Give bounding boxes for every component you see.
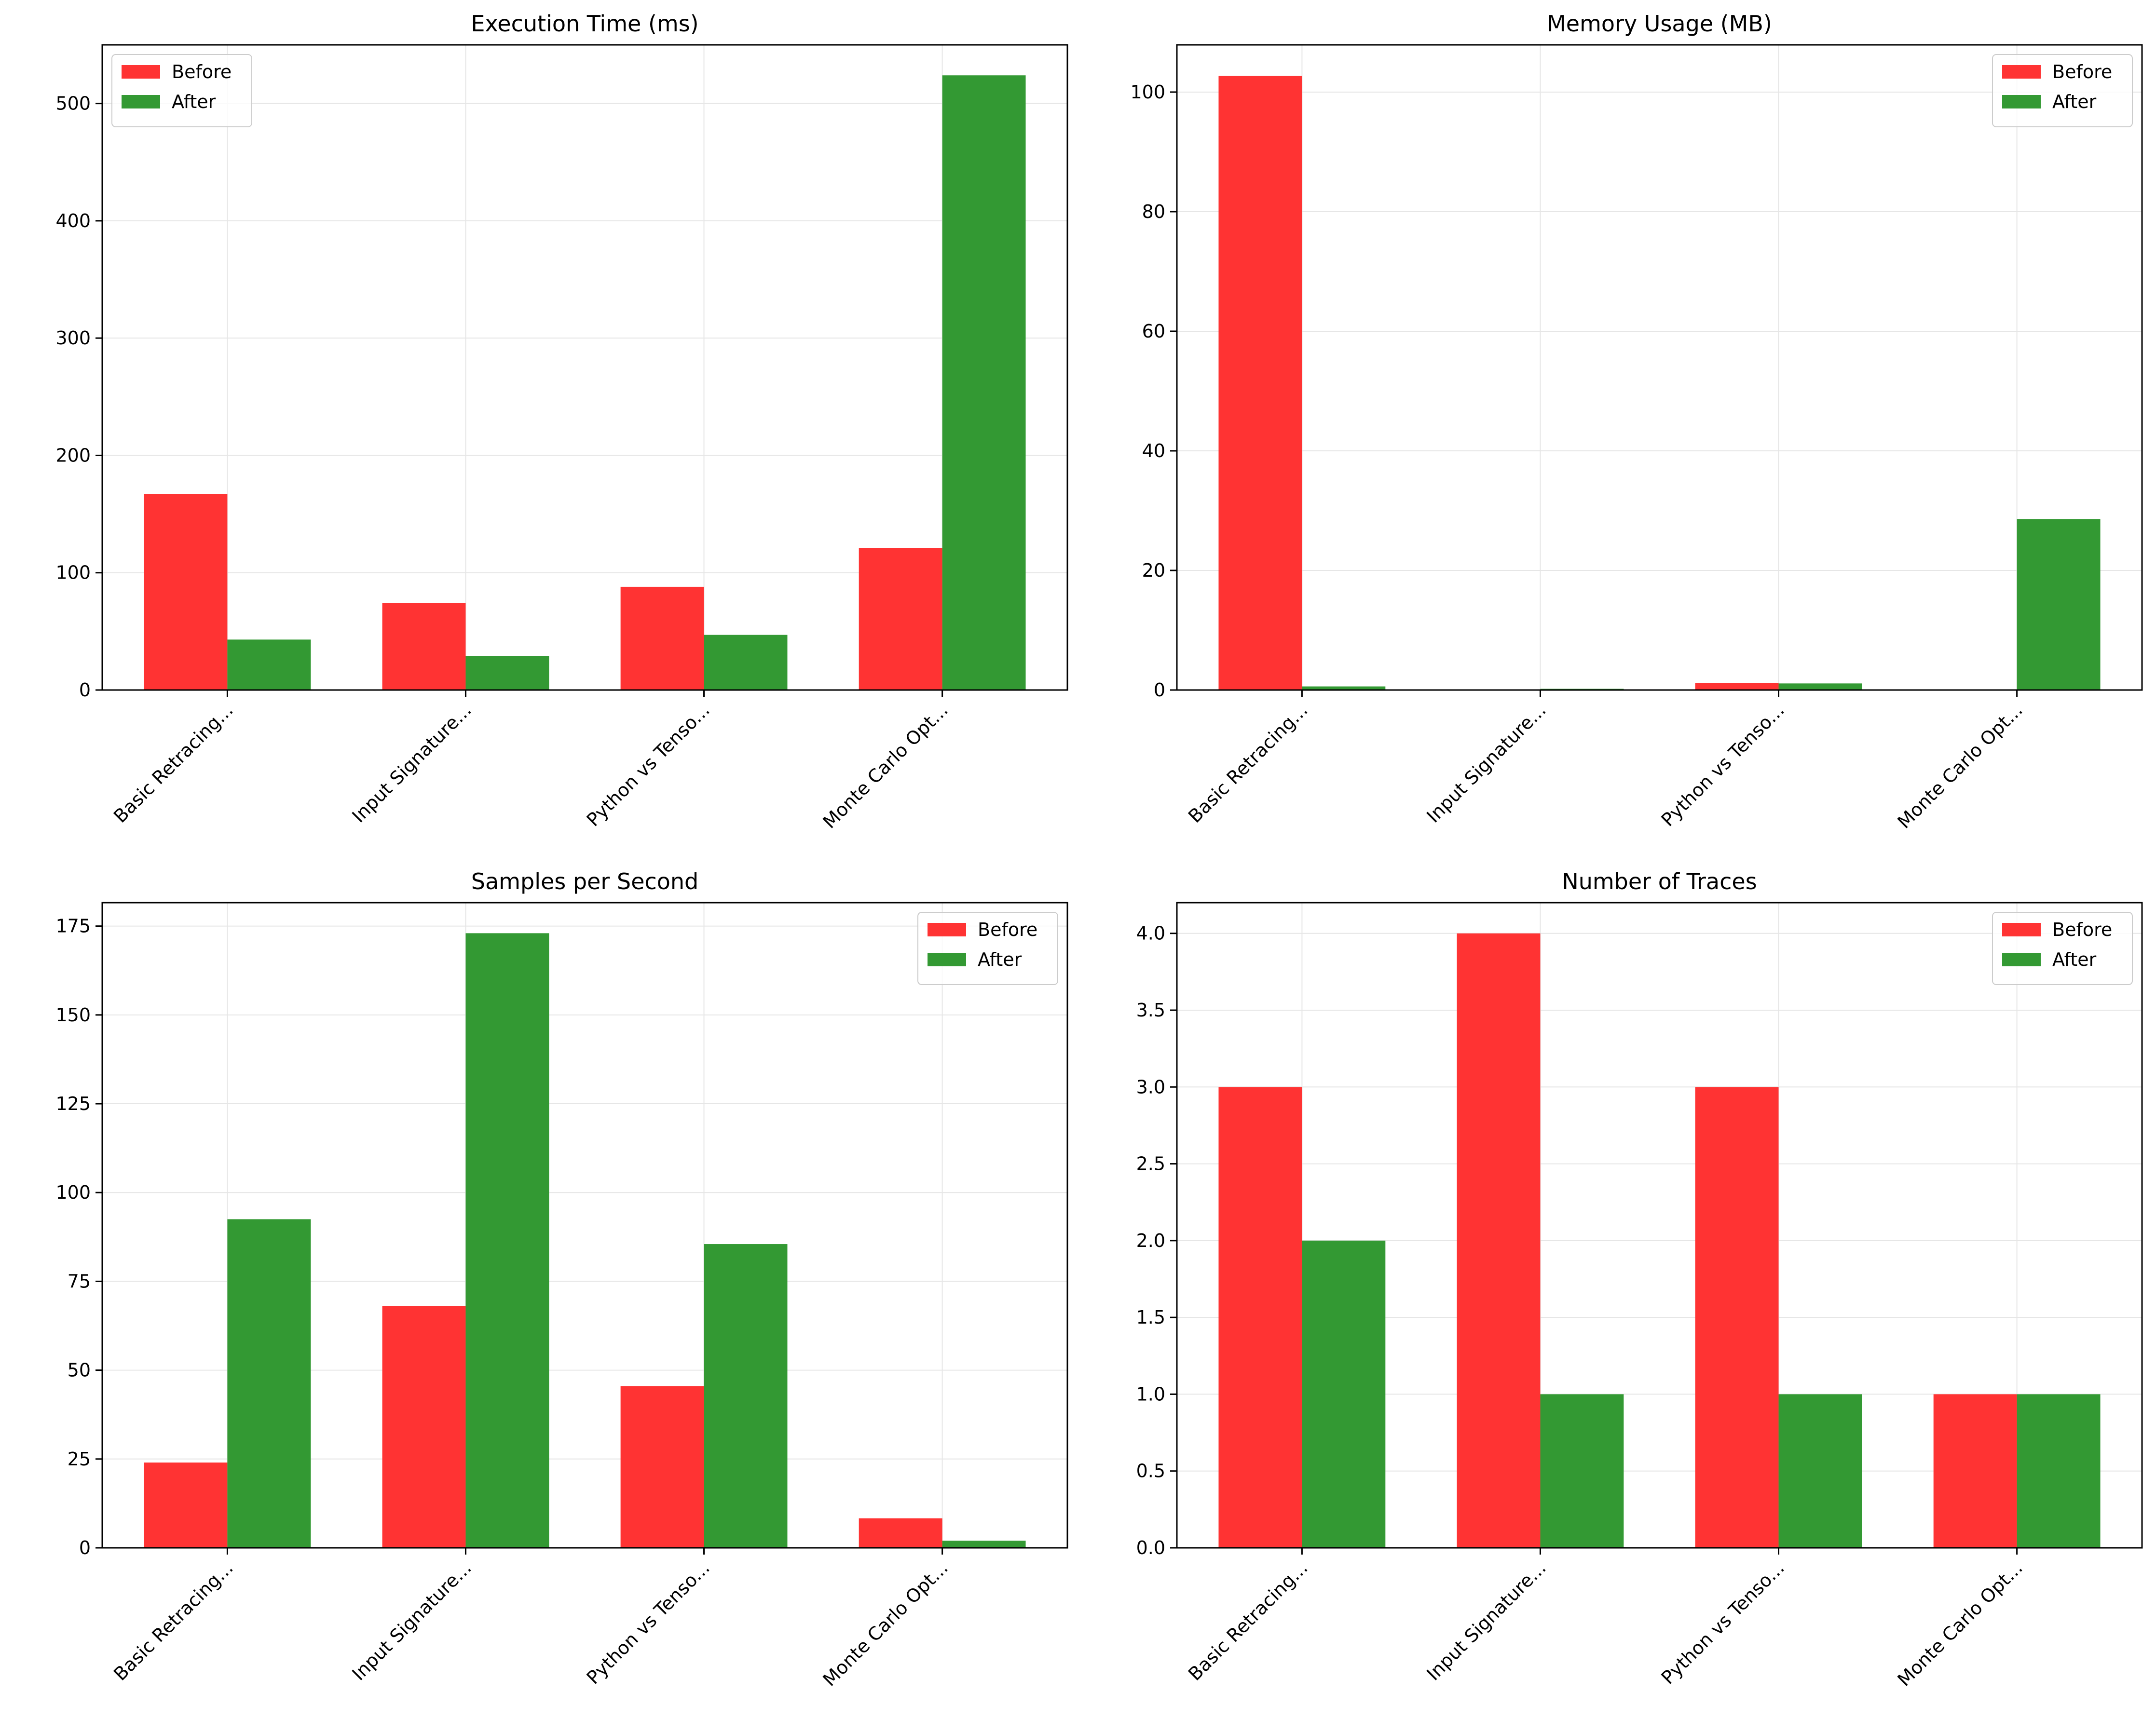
y-tick-label: 60: [1142, 321, 1165, 342]
y-tick-label: 400: [55, 210, 91, 231]
y-tick-label: 200: [55, 445, 91, 466]
bar-after-1: [227, 1219, 311, 1548]
axes-frame: [101, 902, 1068, 1549]
bar-after-2: [465, 933, 549, 1548]
y-tick-label: 80: [1142, 201, 1165, 222]
legend-swatch-before: [122, 65, 160, 79]
y-tick-label: 0: [79, 1537, 91, 1558]
y-tick-label: 2.5: [1136, 1153, 1165, 1175]
y-tick-label: 3.0: [1136, 1076, 1165, 1097]
legend: Before After: [1992, 912, 2133, 985]
y-tick-label: 100: [55, 562, 91, 583]
y-tick-label: 500: [55, 93, 91, 114]
y-tick-label: 2.0: [1136, 1230, 1165, 1251]
bar-after-3: [704, 635, 788, 690]
legend: Before After: [917, 912, 1058, 985]
y-tick-label: 25: [68, 1448, 91, 1470]
bar-before-3: [1695, 683, 1779, 690]
y-tick-label: 150: [55, 1004, 91, 1026]
legend-label-before: Before: [978, 919, 1037, 940]
y-tick-label: 4.0: [1136, 923, 1165, 944]
legend-swatch-after: [2002, 95, 2041, 108]
legend-swatch-after: [928, 953, 966, 966]
legend-label-before: Before: [2052, 61, 2112, 82]
legend-label-after: After: [2052, 949, 2097, 970]
bar-before-4: [859, 548, 942, 690]
y-tick-label: 0.0: [1136, 1537, 1165, 1558]
legend-swatch-before: [2002, 65, 2041, 79]
legend-label-before: Before: [172, 61, 232, 82]
y-tick-label: 1.0: [1136, 1383, 1165, 1405]
legend: Before After: [111, 54, 252, 127]
bar-after-2: [465, 656, 549, 690]
bar-before-3: [620, 1386, 704, 1548]
bar-after-2: [1540, 1394, 1624, 1548]
axes-frame: [1176, 902, 2143, 1549]
y-tick-label: 75: [68, 1271, 91, 1292]
chart-title: Memory Usage (MB): [1547, 11, 1772, 37]
bar-after-3: [704, 1244, 788, 1548]
bar-before-4: [859, 1518, 942, 1548]
legend-label-after: After: [2052, 91, 2097, 112]
y-tick-label: 175: [55, 916, 91, 937]
bar-after-4: [942, 1541, 1026, 1548]
bar-before-1: [1218, 1087, 1302, 1548]
bar-before-4: [1933, 1394, 2017, 1548]
y-tick-label: 20: [1142, 560, 1165, 581]
legend-swatch-before: [928, 923, 966, 936]
y-tick-label: 3.5: [1136, 1000, 1165, 1021]
axes-frame: [1176, 44, 2143, 691]
y-tick-label: 1.5: [1136, 1307, 1165, 1328]
y-tick-label: 50: [68, 1360, 91, 1381]
bar-before-2: [1457, 933, 1541, 1548]
bar-after-1: [1302, 1240, 1386, 1548]
legend-swatch-after: [122, 95, 160, 108]
bar-after-4: [2017, 1394, 2101, 1548]
y-tick-label: 0: [79, 679, 91, 701]
bar-after-1: [1302, 686, 1386, 690]
y-tick-label: 0.5: [1136, 1461, 1165, 1482]
legend-label-after: After: [172, 91, 216, 112]
bar-before-3: [620, 586, 704, 690]
chart-title: Samples per Second: [471, 868, 698, 894]
y-tick-label: 40: [1142, 440, 1165, 461]
bar-after-3: [1778, 1394, 1862, 1548]
legend-label-before: Before: [2052, 919, 2112, 940]
chart-title: Execution Time (ms): [471, 11, 698, 37]
bar-before-1: [144, 494, 228, 690]
y-tick-label: 0: [1154, 679, 1165, 701]
y-tick-label: 125: [55, 1093, 91, 1114]
y-tick-label: 100: [1130, 81, 1165, 103]
legend-swatch-after: [2002, 953, 2041, 966]
legend-label-after: After: [978, 949, 1022, 970]
axes-frame: [101, 44, 1068, 691]
bar-after-4: [2017, 519, 2101, 690]
legend-swatch-before: [2002, 923, 2041, 936]
bar-before-3: [1695, 1087, 1779, 1548]
bar-after-4: [942, 75, 1026, 690]
chart-title: Number of Traces: [1562, 868, 1757, 894]
bar-after-3: [1778, 683, 1862, 690]
bar-before-2: [382, 603, 466, 690]
y-tick-label: 300: [55, 327, 91, 349]
bar-before-1: [144, 1462, 228, 1548]
bar-after-1: [227, 639, 311, 690]
legend: Before After: [1992, 54, 2133, 127]
bar-before-1: [1218, 76, 1302, 690]
bar-before-2: [382, 1306, 466, 1548]
y-tick-label: 100: [55, 1182, 91, 1203]
